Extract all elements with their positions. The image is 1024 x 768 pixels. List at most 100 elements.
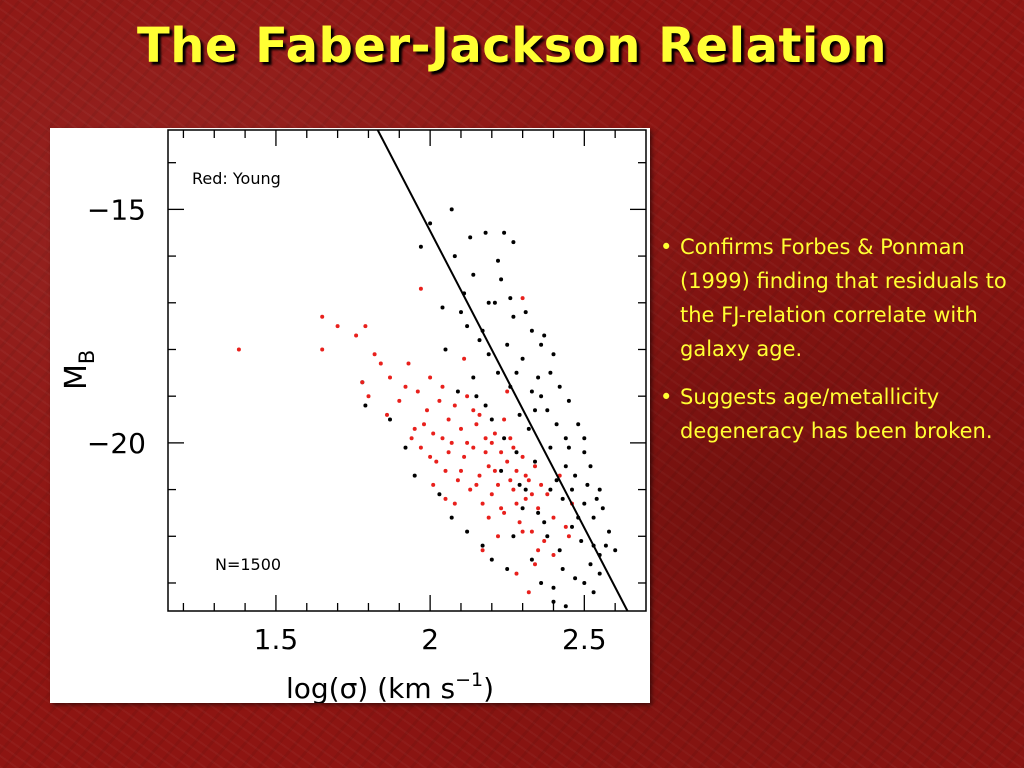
data-point-old [597, 487, 602, 492]
data-point-old [428, 221, 433, 226]
data-point-young [529, 492, 534, 497]
data-point-young [459, 468, 463, 473]
data-point-old [600, 506, 605, 511]
x-axis-label-close: ) [483, 672, 494, 703]
data-point-young [431, 431, 436, 436]
data-point-old [403, 445, 408, 450]
data-point-old [563, 436, 568, 441]
data-point-young [406, 361, 411, 366]
data-point-old [505, 342, 510, 347]
data-point-young [455, 478, 460, 483]
data-point-old [573, 576, 578, 581]
bullet-text: Suggests age/metallicity degeneracy has … [680, 385, 993, 443]
data-point-old [523, 487, 528, 492]
x-axis-label: log(σ) (km s−1) [286, 669, 494, 703]
scatter-figure: 1.5 2 2.5 −15 −20 Red: Young N=1500 log(σ) (… [50, 128, 650, 703]
legend-text: Red: Young [192, 169, 281, 188]
data-point-young [452, 403, 457, 408]
data-point-young [443, 468, 448, 473]
data-point-old [566, 398, 571, 403]
data-points [236, 207, 618, 609]
data-point-young [496, 482, 500, 487]
data-point-young [526, 478, 531, 483]
data-point-old [499, 277, 504, 282]
data-point-old [363, 403, 368, 408]
data-point-old [526, 426, 531, 431]
data-point-young [508, 478, 513, 483]
data-point-old [545, 534, 550, 539]
data-point-old [502, 436, 507, 441]
bullet-dot: • [660, 235, 673, 259]
data-point-young [477, 412, 482, 417]
data-point-young [563, 524, 568, 529]
y-tick-label: −15 [87, 193, 146, 226]
data-point-old [573, 473, 578, 478]
data-point-old [499, 468, 504, 473]
data-point-old [388, 417, 392, 422]
data-point-young [397, 398, 402, 403]
data-point-young [363, 324, 368, 329]
data-point-young [403, 384, 408, 389]
data-point-young [529, 529, 534, 534]
data-point-young [449, 440, 454, 445]
data-point-young [415, 389, 420, 394]
data-point-old [542, 333, 547, 338]
data-point-old [582, 501, 587, 506]
data-point-old [449, 515, 454, 520]
data-point-old [517, 482, 522, 487]
data-point-young [474, 482, 479, 487]
data-point-old [483, 230, 488, 235]
plot-frame [167, 129, 647, 612]
data-point-young [505, 389, 510, 394]
data-point-young [412, 426, 417, 431]
data-point-old [563, 464, 568, 469]
data-point-old [496, 258, 500, 263]
axis-tick-labels: 1.5 2 2.5 −15 −20 [87, 193, 607, 656]
data-point-young [517, 520, 522, 525]
data-point-young [471, 445, 476, 450]
data-point-young [459, 426, 463, 431]
data-point-young [385, 412, 389, 417]
data-point-old [480, 543, 485, 548]
data-point-old [443, 347, 448, 352]
data-point-young [542, 539, 547, 543]
data-point-young [551, 553, 556, 557]
data-point-young [236, 347, 241, 352]
fit-line [376, 129, 629, 612]
data-point-old [511, 240, 516, 245]
data-point-old [582, 436, 587, 441]
data-point-young [320, 314, 325, 319]
data-point-old [554, 478, 559, 483]
data-point-old [449, 207, 454, 212]
data-point-young [533, 464, 537, 469]
data-point-old [489, 417, 494, 422]
data-point-old [418, 244, 423, 249]
data-point-old [486, 300, 491, 305]
data-point-old [542, 520, 547, 525]
data-point-young [422, 422, 426, 427]
data-point-young [489, 492, 494, 497]
data-point-old [523, 310, 528, 315]
data-point-young [409, 436, 414, 441]
data-point-old [536, 510, 541, 515]
data-point-old [570, 487, 574, 492]
x-axis-label-exponent: −1 [455, 669, 483, 691]
data-point-young [536, 548, 541, 553]
data-point-young [477, 473, 482, 478]
data-point-young [511, 487, 516, 492]
data-point-old [548, 445, 553, 450]
data-point-young [388, 375, 392, 380]
data-point-young [360, 380, 365, 385]
data-point-young [335, 324, 340, 329]
data-point-old [588, 464, 593, 469]
data-point-young [480, 501, 485, 506]
data-point-young [520, 529, 525, 534]
data-point-old [471, 272, 476, 277]
data-point-young [462, 454, 467, 459]
data-point-old [465, 324, 470, 329]
data-point-young [486, 464, 491, 469]
data-point-old [489, 557, 494, 562]
data-point-old [483, 403, 488, 408]
data-point-young [514, 501, 519, 506]
bullet-item: • Confirms Forbes & Ponman (1999) findin… [660, 230, 1020, 366]
